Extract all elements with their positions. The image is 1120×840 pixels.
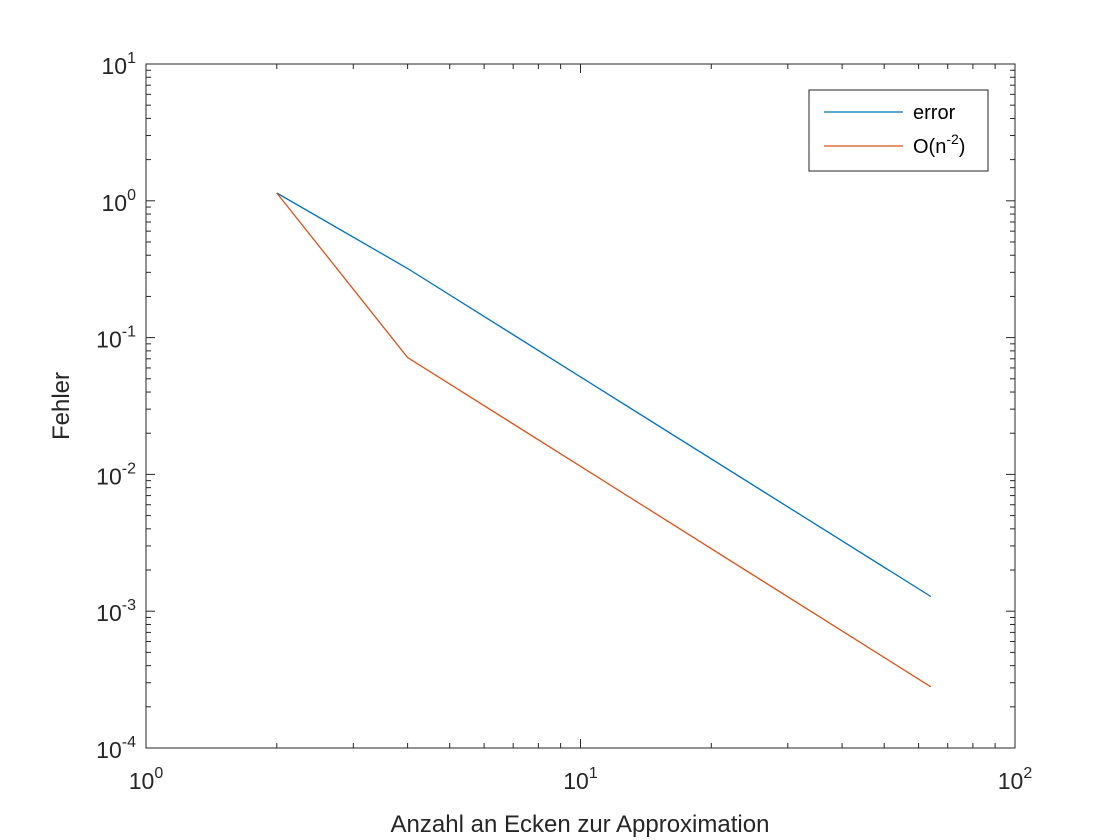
y-tick-label: 100 [102,187,137,216]
x-axis-title: Anzahl an Ecken zur Approximation [391,811,770,838]
tick-marks [145,64,1015,749]
legend-box [808,89,989,172]
series-layer [276,192,932,688]
x-tick-label: 102 [998,765,1033,794]
y-tick-label: 101 [102,50,137,79]
series-line-1 [276,192,932,688]
y-tick-label: 10-2 [96,460,136,489]
legend-label-0: error [913,102,956,124]
x-tick-label: 100 [129,765,164,794]
y-axis-title: Fehler [48,372,75,440]
y-tick-label: 10-3 [96,597,136,626]
y-tick-label: 10-1 [96,324,136,353]
tick-labels: 100 101 102 10-4 10-3 10-2 10-1 100 101 [96,50,1032,794]
series-line-0 [276,192,932,598]
legend-label-1: O(n-2) [913,131,965,158]
legend: error O(n-2) [808,89,989,172]
plot-frame [145,63,1016,749]
plot-area [146,64,1015,748]
x-tick-label: 101 [563,765,598,794]
y-tick-label: 10-4 [96,734,136,763]
